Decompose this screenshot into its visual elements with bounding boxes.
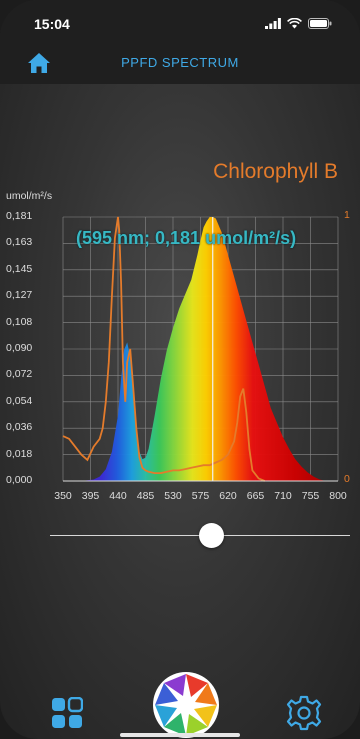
signal-icon (265, 18, 281, 29)
y-tick-label: 0,000 (6, 474, 33, 486)
y-axis-unit: umol/m²/s (6, 190, 53, 202)
home-icon[interactable] (27, 52, 51, 74)
y-tick-label: 0,108 (6, 315, 33, 328)
y-tick-label: 0,181 (6, 210, 33, 222)
x-tick-label: 800 (329, 490, 347, 502)
wavelength-slider-knob[interactable] (199, 523, 224, 548)
cursor-readout: (595 nm; 0,181 umol/m²/s) (76, 228, 297, 248)
status-icons (265, 18, 332, 29)
nav-bar: PPFD SPECTRUM (0, 44, 360, 84)
battery-icon (308, 18, 332, 29)
y-tick-label: 0,054 (6, 394, 33, 407)
page-title: PPFD SPECTRUM (121, 55, 239, 70)
x-tick-label: 350 (54, 490, 72, 502)
y-tick-label: 0,090 (6, 342, 33, 354)
status-time: 15:04 (34, 16, 70, 32)
x-tick-label: 710 (274, 490, 292, 502)
x-tick-label: 530 (164, 490, 182, 502)
tab-bar (0, 660, 360, 739)
y-tick-label: 0,018 (6, 447, 33, 460)
y-tick-label: 0,127 (6, 289, 33, 302)
x-tick-label: 440 (109, 490, 127, 502)
y-tick-label: 0,163 (6, 236, 33, 249)
x-tick-label: 755 (301, 490, 320, 502)
right-tick-label: 0 (344, 473, 350, 485)
ppfd-spectrum-area (63, 217, 326, 481)
y-tick-label: 0,072 (6, 368, 33, 381)
wifi-icon (287, 18, 302, 29)
home-indicator (120, 733, 240, 737)
gear-icon[interactable] (286, 695, 322, 731)
right-tick-label: 1 (344, 209, 350, 221)
x-tick-label: 575 (191, 490, 210, 502)
pigment-name: Chlorophyll B (213, 160, 338, 183)
x-tick-label: 485 (136, 490, 155, 502)
grid-icon[interactable] (51, 697, 83, 729)
x-tick-label: 665 (246, 490, 265, 502)
color-wheel-icon[interactable] (153, 672, 219, 738)
spectrum-chart[interactable] (0, 0, 360, 520)
y-tick-label: 0,036 (6, 421, 33, 434)
chlorophyll-b-curve (62, 216, 266, 482)
x-tick-label: 620 (219, 490, 237, 502)
y-tick-label: 0,145 (6, 262, 33, 275)
status-bar: 15:04 (0, 0, 360, 44)
x-tick-label: 395 (81, 490, 100, 502)
